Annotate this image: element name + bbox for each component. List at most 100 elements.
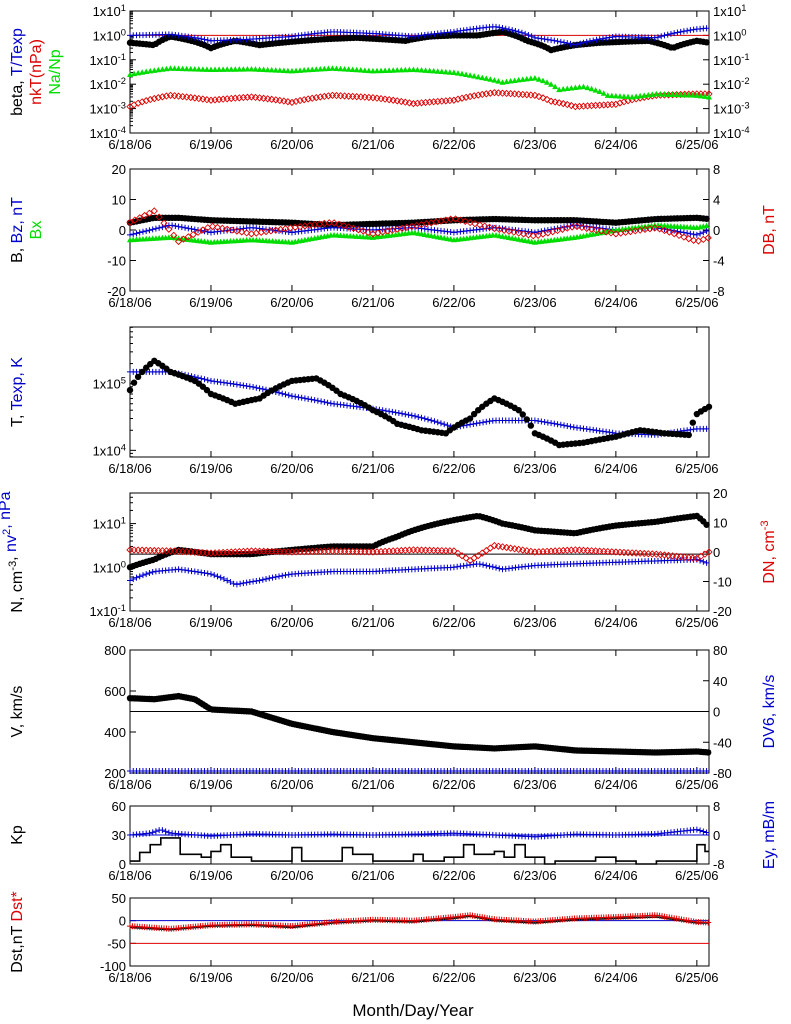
data-point [361, 67, 368, 73]
data-point [557, 421, 564, 428]
y-axis-label: N, cm-3, nv2, nPa [0, 491, 26, 612]
data-point [211, 572, 218, 579]
data-point [700, 229, 707, 236]
data-point [552, 83, 559, 90]
data-point [136, 573, 143, 580]
y-right-tick-label: 0 [713, 223, 720, 238]
data-point [543, 547, 551, 555]
data-point [583, 38, 590, 45]
data-point [296, 96, 304, 105]
data-point [625, 93, 632, 100]
data-point [154, 546, 162, 555]
data-point [175, 223, 182, 230]
data-point [486, 544, 494, 552]
x-tick-label: 6/21/06 [351, 295, 394, 310]
data-point [185, 225, 192, 232]
data-point [149, 829, 156, 836]
data-point [470, 554, 478, 562]
data-point [471, 220, 479, 228]
data-point [191, 226, 198, 233]
x-tick-label: 6/24/06 [594, 461, 637, 476]
data-point [575, 102, 584, 111]
y-right-tick-label: 8 [713, 799, 720, 814]
data-point [548, 420, 555, 427]
data-point [434, 97, 442, 106]
data-point [437, 420, 444, 427]
data-point [473, 420, 480, 427]
data-point [415, 413, 422, 420]
data-point [130, 575, 137, 582]
data-point [252, 66, 259, 72]
data-point [697, 230, 704, 237]
y-right-tick-label: 0 [713, 828, 720, 843]
y-tick-label: -50 [107, 936, 126, 951]
data-point [201, 36, 208, 43]
y-tick-label: -20 [107, 284, 126, 299]
data-point [228, 66, 235, 72]
data-point [189, 230, 197, 239]
data-point [531, 74, 538, 81]
data-point [524, 231, 533, 239]
data-point [211, 96, 219, 104]
data-point [138, 368, 146, 376]
data-point [204, 228, 211, 235]
data-point [324, 399, 331, 406]
data-point [446, 69, 453, 75]
data-point [494, 89, 503, 97]
y-tick-label: 600 [104, 684, 126, 699]
data-point [687, 230, 694, 237]
data-point [382, 407, 389, 414]
data-point [268, 66, 275, 73]
data-point [203, 386, 211, 394]
data-point [689, 419, 697, 426]
data-point [681, 91, 688, 98]
data-point [266, 575, 273, 582]
data-point [313, 66, 320, 72]
data-point [512, 27, 519, 34]
data-point [184, 233, 192, 241]
data-point [179, 235, 188, 243]
data-point [393, 97, 401, 105]
data-point [220, 575, 227, 582]
data-point [588, 85, 595, 92]
data-point [637, 92, 644, 99]
x-tick-label: 6/19/06 [189, 137, 232, 152]
x-tick-label: 6/20/06 [270, 970, 313, 985]
data-point [603, 35, 610, 42]
data-point [158, 93, 167, 101]
data-point [490, 224, 499, 233]
data-point [535, 418, 542, 425]
data-point [620, 98, 628, 106]
series-t-texp [127, 23, 710, 48]
data-point [485, 223, 494, 231]
data-point [397, 546, 405, 555]
data-point [587, 102, 596, 110]
data-point [527, 91, 535, 99]
data-point [285, 571, 292, 578]
data-point [309, 66, 316, 73]
x-tick-label: 6/25/06 [675, 970, 718, 985]
data-point [608, 92, 615, 99]
y-axis-label-part: T/Texp [9, 28, 26, 80]
x-tick-label: 6/20/06 [270, 777, 313, 792]
data-point [544, 79, 551, 85]
data-point [203, 66, 210, 72]
data-point [300, 96, 308, 104]
data-point [357, 93, 365, 101]
data-point [680, 28, 687, 35]
x-tick-label: 6/23/06 [513, 970, 556, 985]
data-point [223, 95, 231, 103]
y-right-axis-label-part: Ey, mB/m [761, 801, 778, 869]
data-point [661, 32, 668, 39]
y-axis-label-part: Kp [9, 825, 26, 845]
data-point [700, 558, 707, 565]
data-point [214, 573, 221, 580]
data-point [203, 96, 211, 104]
data-point [564, 422, 571, 429]
data-point [188, 225, 195, 232]
data-point [217, 574, 224, 581]
data-point [706, 93, 712, 100]
y-axis-label-part: beta, [9, 80, 26, 116]
data-point [231, 94, 239, 102]
data-point [230, 580, 237, 587]
